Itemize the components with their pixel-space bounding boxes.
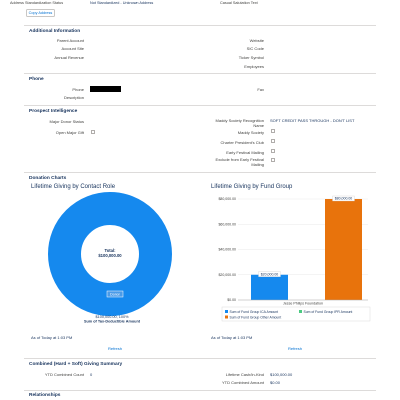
maddy-society-checkbox[interactable] <box>271 129 275 133</box>
early-festival-mailing-label: Early Festival Mailing <box>226 150 264 155</box>
exclude-early-festival-checkbox[interactable] <box>271 158 275 162</box>
ytd-count-label: YTD Combined Count <box>44 372 84 377</box>
employees-label: Employees <box>244 64 264 69</box>
ticker-symbol-label: Ticker Symbol <box>238 55 264 60</box>
fund-group-bar-chart: $0.00 $20,000.00 $40,000.00 $60,000.00 $80,0… <box>218 195 371 322</box>
recognition-name-value: SOFT CREDIT PASS THROUGH - DON'T LIST <box>270 118 355 123</box>
left-refresh-link[interactable]: Refresh <box>108 346 123 351</box>
maddy-society-label: Maddy Society <box>237 130 264 135</box>
bar-y-tick-label: $40,000.00 <box>218 248 236 252</box>
right-chart-as-of: As of Today at 1:03 PM <box>211 335 253 340</box>
divider <box>24 358 376 359</box>
relationships-title: Relationships <box>29 393 61 398</box>
bar-data-label: $20,000.00 <box>261 272 279 276</box>
bar-y-tick-label: $80,000.00 <box>218 197 236 201</box>
right-refresh-link[interactable]: Refresh <box>288 346 303 351</box>
divider <box>24 172 376 173</box>
bar-y-tick-label: $20,000.00 <box>218 273 236 277</box>
donut-center-value: $100,000.00 <box>98 253 122 258</box>
fax-label: Fax <box>257 87 264 92</box>
charter-presidents-club-label: Charter President's Club <box>220 140 264 145</box>
lifetime-cash-value: $100,000.00 <box>270 372 293 377</box>
ytd-amount-value: $0.00 <box>270 380 281 385</box>
legend-swatch-other <box>225 315 228 319</box>
ytd-amount-label: YTD Combined Amount <box>221 380 264 385</box>
lifetime-cash-label: Lifetime Cash/In-Kind <box>225 372 264 377</box>
open-major-gift-checkbox[interactable] <box>91 130 95 134</box>
contact-role-donut-chart: Total: $100,000.00 Donor $100,000.00, 10… <box>48 192 172 324</box>
donut-slice-caption: $100,000.00, 100% <box>96 315 130 319</box>
legend-item-ica[interactable]: Sum of Fund Group ICA Amount <box>230 310 279 314</box>
description-label: Description <box>63 95 84 100</box>
bar-other[interactable] <box>325 199 362 300</box>
bar-y-tick-label: $0.00 <box>227 298 236 302</box>
additional-info-title: Additional Information <box>29 29 81 34</box>
bar-data-label: $80,000.00 <box>335 197 353 201</box>
exclude-early-festival-label: Exclude from Early Festival Mailing <box>215 157 264 167</box>
donut-slice-label-box <box>106 290 124 298</box>
phone-label: Phone <box>72 87 84 92</box>
address-standardization-label: Address Standardization Status <box>10 1 64 5</box>
copy-address-button[interactable]: Copy Address <box>26 9 55 17</box>
bar-category-label: Jesse Philips Foundation <box>283 302 323 306</box>
prospect-section-title: Prospect Intelligence <box>29 109 78 114</box>
phone-section-title: Phone <box>29 77 44 82</box>
right-chart-title: Lifetime Giving by Fund Group <box>211 184 293 190</box>
donut-measure-label: Sum of Tax-Deductible Amount <box>84 320 141 324</box>
legend-swatch-ipr <box>299 310 302 313</box>
donation-charts-title: Donation Charts <box>29 176 67 181</box>
bar-data-label-box <box>258 271 281 277</box>
early-festival-mailing-checkbox[interactable] <box>271 149 275 153</box>
bar-y-tick-label: $60,000.00 <box>218 222 236 226</box>
bar-data-label-box <box>332 195 355 202</box>
legend-box <box>221 306 371 322</box>
website-label: Website <box>249 38 264 43</box>
legend-swatch-ica <box>225 310 228 313</box>
recognition-name-label: Maddy Society Recognition Name <box>215 118 264 128</box>
ytd-count-value: 0 <box>90 372 93 377</box>
legend-item-other[interactable]: Sum of Fund Group Other Amount <box>230 315 282 319</box>
legend-item-ipr[interactable]: Sum of Fund Group IPR Amount <box>304 310 353 314</box>
sic-code-label: SIC Code <box>246 46 264 51</box>
donut-slice-donor[interactable] <box>48 192 172 316</box>
left-chart-as-of: As of Today at 1:03 PM <box>31 335 73 340</box>
major-donor-status-label: Major Donor Status <box>49 119 84 124</box>
bar-ica[interactable] <box>251 274 288 300</box>
divider <box>24 25 376 26</box>
divider <box>24 73 376 74</box>
giving-summary-title: Combined (Hard + Soft) Giving Summary <box>29 362 123 367</box>
donut-slice-name: Donor <box>110 292 121 296</box>
parent-account-label: Parent Account <box>56 38 84 43</box>
casual-salutation-label: Casual Salutation Text <box>220 1 258 5</box>
address-standardization-value: Not Standardized - Unknown Address <box>90 1 154 5</box>
donut-center-label: Total: <box>104 248 115 253</box>
open-major-gift-label: Open Major Gift <box>55 130 84 135</box>
divider <box>24 105 376 106</box>
account-site-label: Account Site <box>61 46 84 51</box>
charter-presidents-club-checkbox[interactable] <box>271 139 275 143</box>
left-chart-title: Lifetime Giving by Contact Role <box>31 184 116 190</box>
redacted-phone-value <box>90 86 121 92</box>
divider <box>24 390 376 391</box>
annual-revenue-label: Annual Revenue <box>54 55 84 60</box>
